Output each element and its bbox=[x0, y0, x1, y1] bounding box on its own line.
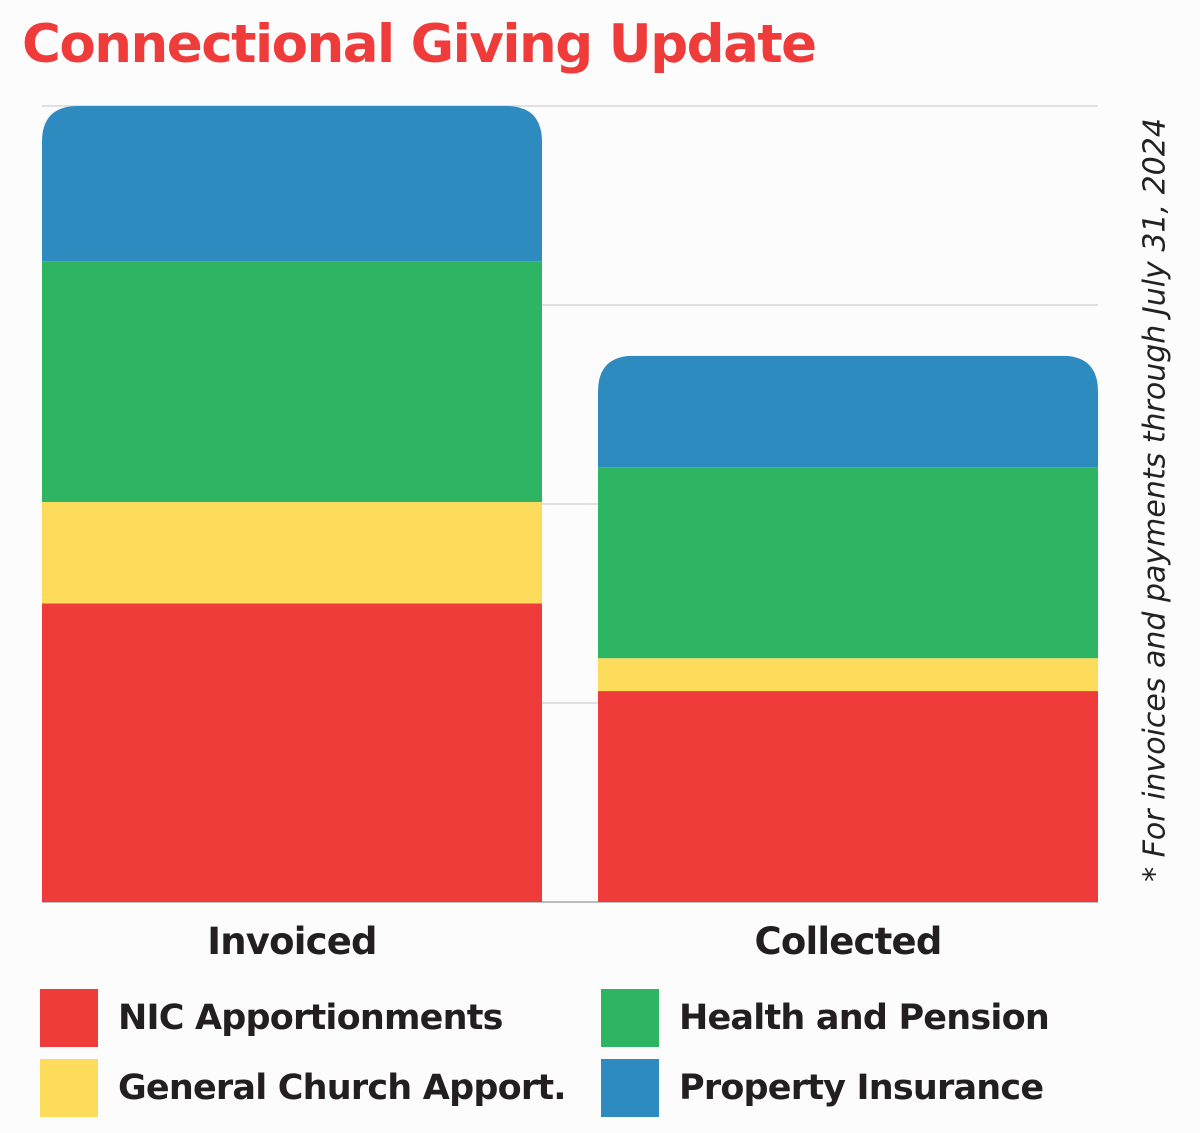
x-tick-label-invoiced: Invoiced bbox=[207, 920, 376, 963]
bar-stack-invoiced bbox=[42, 106, 542, 902]
bar-segment-invoiced-general-church-apport bbox=[42, 502, 542, 604]
bar-segment-collected-health-and-pension bbox=[598, 467, 1098, 659]
legend-label: NIC Apportionments bbox=[118, 998, 503, 1038]
legend-swatch bbox=[601, 1059, 659, 1117]
legend-swatch bbox=[601, 989, 659, 1047]
bar-segment-collected-property-insurance bbox=[598, 355, 1098, 468]
legend-swatch bbox=[40, 989, 98, 1047]
legend-label: Property Insurance bbox=[679, 1068, 1044, 1108]
bar-segment-invoiced-health-and-pension bbox=[42, 261, 542, 503]
x-tick-label-collected: Collected bbox=[754, 920, 941, 963]
legend-item-health-and-pension: Health and Pension bbox=[601, 989, 1050, 1047]
legend-swatch bbox=[40, 1059, 98, 1117]
bar-segment-invoiced-nic-apportionments bbox=[42, 603, 542, 902]
chart-title: Connectional Giving Update bbox=[22, 14, 817, 75]
legend-label: General Church Apport. bbox=[118, 1068, 567, 1108]
legend-item-property-insurance: Property Insurance bbox=[601, 1059, 1044, 1117]
footnote: * For invoices and payments through July… bbox=[1137, 118, 1173, 882]
legend-item-nic-apportionments: NIC Apportionments bbox=[40, 989, 503, 1047]
legend-item-general-church-apport: General Church Apport. bbox=[40, 1059, 567, 1117]
bar-segment-collected-nic-apportionments bbox=[598, 691, 1098, 902]
bar-segment-invoiced-property-insurance bbox=[42, 106, 542, 262]
bar-stack-collected bbox=[598, 355, 1098, 902]
legend-label: Health and Pension bbox=[679, 998, 1050, 1038]
bar-segment-collected-general-church-apport bbox=[598, 658, 1098, 692]
